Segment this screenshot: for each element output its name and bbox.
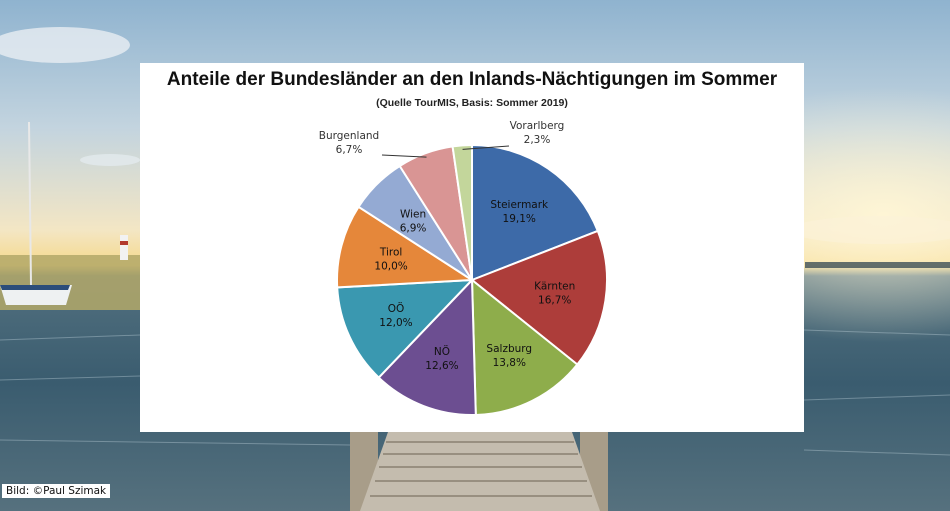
pie-slice-steiermark (471, 143, 600, 282)
chart-title: Anteile der Bundesländer an den Inlands-… (166, 69, 778, 90)
slice-value-oö: 12,0% (379, 317, 412, 329)
pie-chart: Steiermark 19,1% Kärnten 16,7% Salzburg 13,8%… (319, 120, 608, 416)
chart-card: Anteile der Bundesländer an den Inlands-… (140, 63, 804, 432)
slice-value-burgenland: 6,7% (336, 144, 363, 156)
slice-label-vorarlberg: Vorarlberg (510, 120, 565, 132)
pie-slice-tirol (336, 205, 476, 289)
slice-value-kärnten: 16,7% (538, 295, 571, 307)
slice-value-vorarlberg: 2,3% (524, 134, 551, 146)
leader-line-vorarlberg (462, 145, 510, 150)
slice-value-salzburg: 13,8% (493, 357, 526, 369)
slice-label-steiermark: Steiermark (490, 199, 549, 211)
pie-slice-salzburg (470, 277, 579, 416)
slice-label-burgenland: Burgenland (319, 130, 379, 142)
slice-value-tirol: 10,0% (374, 261, 407, 273)
slice-value-steiermark: 19,1% (503, 213, 536, 225)
leader-line-burgenland (381, 154, 427, 158)
slice-label-kärnten: Kärnten (534, 281, 575, 293)
slice-label-tirol: Tirol (379, 247, 402, 259)
photo-credit: Bild: ©Paul Szimak (2, 484, 111, 498)
pie-slice-vorarlberg (451, 143, 473, 281)
pie-slice-nö (377, 277, 477, 416)
slice-label-nö: NÖ (434, 345, 450, 358)
slice-label-oö: OÖ (388, 302, 405, 315)
slice-label-salzburg: Salzburg (486, 343, 532, 355)
slice-value-nö: 12,6% (425, 360, 458, 372)
slice-label-wien: Wien (400, 209, 426, 221)
chart-subtitle: (Quelle TourMIS, Basis: Sommer 2019) (376, 97, 568, 109)
pie-slice-kärnten (470, 229, 608, 366)
slice-value-wien: 6,9% (400, 223, 427, 235)
pie-slice-oö (336, 278, 475, 380)
